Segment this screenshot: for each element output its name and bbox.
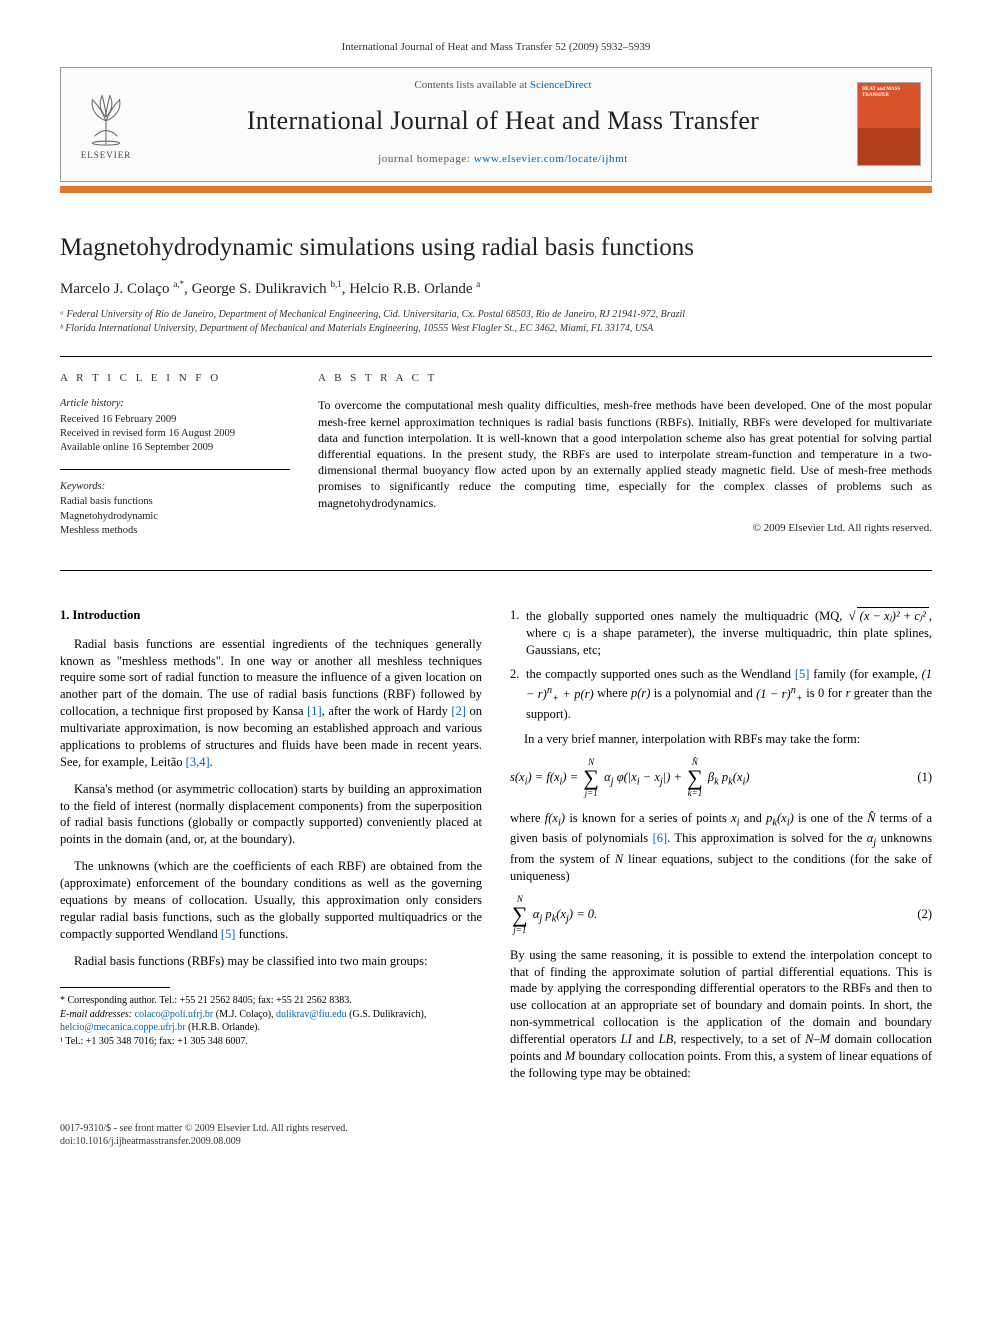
intro-p4: Radial basis functions (RBFs) may be cla…	[60, 953, 482, 970]
affiliation-a: ᵃ Federal University of Rio de Janeiro, …	[60, 308, 932, 322]
email-addresses: E-mail addresses: colaco@poli.ufrj.br (M…	[60, 1008, 482, 1035]
history-title: Article history:	[60, 397, 290, 411]
history-revised: Received in revised form 16 August 2009	[60, 427, 290, 441]
keywords-title: Keywords:	[60, 480, 290, 494]
keyword-1: Radial basis functions	[60, 495, 290, 509]
abstract-heading: A B S T R A C T	[318, 371, 932, 386]
email-3-who: (H.R.B. Orlande).	[186, 1022, 260, 1033]
after-eq2: By using the same reasoning, it is possi…	[510, 947, 932, 1082]
eq2-number: (2)	[902, 906, 932, 923]
article-title: Magnetohydrodynamic simulations using ra…	[60, 231, 932, 265]
front-matter-line: 0017-9310/$ - see front matter © 2009 El…	[60, 1122, 932, 1135]
ref-3-4[interactable]: [3,4]	[186, 755, 210, 769]
ref-6[interactable]: [6]	[653, 831, 668, 845]
corresponding-author: * Corresponding author. Tel.: +55 21 256…	[60, 994, 482, 1008]
contents-available-line: Contents lists available at ScienceDirec…	[155, 78, 851, 93]
eq1-number: (1)	[902, 769, 932, 786]
elsevier-tree-icon	[76, 87, 136, 147]
interp-intro: In a very brief manner, interpolation wi…	[510, 731, 932, 748]
ref-1[interactable]: [1]	[307, 704, 322, 718]
publisher-logo: ELSEVIER	[61, 68, 151, 181]
orange-divider-bar	[60, 186, 932, 193]
intro-p2: Kansa's method (or asymmetric collocatio…	[60, 781, 482, 849]
mq-formula: √(x − xⱼ)² + cⱼ²	[849, 609, 929, 623]
email-2-who: (G.S. Dulikravich),	[347, 1009, 427, 1020]
journal-header-box: ELSEVIER Contents lists available at Sci…	[60, 67, 932, 182]
left-column: 1. Introduction Radial basis functions a…	[60, 607, 482, 1092]
ref-2[interactable]: [2]	[451, 704, 466, 718]
ref-5b[interactable]: [5]	[795, 667, 810, 681]
authors-line: Marcelo J. Colaço a,*, George S. Dulikra…	[60, 278, 932, 299]
footnote-1: ¹ Tel.: +1 305 348 7016; fax: +1 305 348…	[60, 1035, 482, 1049]
doi-line: doi:10.1016/j.ijheatmasstransfer.2009.08…	[60, 1135, 932, 1148]
intro-p3: The unknowns (which are the coefficients…	[60, 858, 482, 942]
article-info-column: A R T I C L E I N F O Article history: R…	[60, 371, 290, 552]
intro-p1: Radial basis functions are essential ing…	[60, 636, 482, 771]
right-column: 1. the globally supported ones namely th…	[510, 607, 932, 1092]
history-received: Received 16 February 2009	[60, 413, 290, 427]
journal-homepage-link[interactable]: www.elsevier.com/locate/ijhmt	[474, 153, 628, 165]
abstract-copyright: © 2009 Elsevier Ltd. All rights reserved…	[318, 521, 932, 536]
cover-caption: HEAT and MASS TRANSFER	[862, 87, 916, 98]
rule-bottom	[60, 570, 932, 571]
journal-homepage-line: journal homepage: www.elsevier.com/locat…	[155, 152, 851, 167]
email-1-who: (M.J. Colaço),	[213, 1009, 276, 1020]
journal-cover-thumb: HEAT and MASS TRANSFER	[855, 68, 931, 181]
rbf-class-1: 1. the globally supported ones namely th…	[510, 607, 932, 659]
section-1-heading: 1. Introduction	[60, 607, 482, 624]
keyword-2: Magnetohydrodynamic	[60, 510, 290, 524]
emails-label: E-mail addresses:	[60, 1009, 132, 1020]
running-header: International Journal of Heat and Mass T…	[60, 40, 932, 55]
publisher-name: ELSEVIER	[81, 149, 132, 161]
equation-1: s(xi) = f(xi) = N∑j=1 αj φ(|xi − xj|) + …	[510, 758, 932, 798]
article-info-heading: A R T I C L E I N F O	[60, 371, 290, 386]
footnote-separator	[60, 987, 170, 988]
sciencedirect-link[interactable]: ScienceDirect	[530, 79, 592, 91]
ref-5a[interactable]: [5]	[221, 927, 236, 941]
keyword-3: Meshless methods	[60, 524, 290, 538]
abstract-column: A B S T R A C T To overcome the computat…	[318, 371, 932, 552]
abstract-text: To overcome the computational mesh quali…	[318, 397, 932, 510]
homepage-prefix: journal homepage:	[378, 153, 474, 165]
history-online: Available online 16 September 2009	[60, 441, 290, 455]
email-orlande[interactable]: helcio@mecanica.coppe.ufrj.br	[60, 1022, 186, 1033]
email-colaco[interactable]: colaco@poli.ufrj.br	[135, 1009, 214, 1020]
equation-2: N∑j=1 αj pk(xj) = 0. (2)	[510, 895, 932, 935]
journal-title: International Journal of Heat and Mass T…	[155, 103, 851, 138]
item1-prefix: the globally supported ones namely the m…	[526, 609, 849, 623]
cover-image: HEAT and MASS TRANSFER	[857, 82, 921, 166]
bottom-metadata: 0017-9310/$ - see front matter © 2009 El…	[60, 1122, 932, 1148]
footnotes: * Corresponding author. Tel.: +55 21 256…	[60, 994, 482, 1048]
after-eq1: where f(xi) is known for a series of poi…	[510, 810, 932, 885]
contents-prefix: Contents lists available at	[414, 79, 529, 91]
email-dulikravich[interactable]: dulikrav@fiu.edu	[276, 1009, 347, 1020]
affiliations: ᵃ Federal University of Rio de Janeiro, …	[60, 308, 932, 336]
affiliation-b: ᵇ Florida International University, Depa…	[60, 322, 932, 336]
rbf-class-2: 2. the compactly supported ones such as …	[510, 666, 932, 722]
